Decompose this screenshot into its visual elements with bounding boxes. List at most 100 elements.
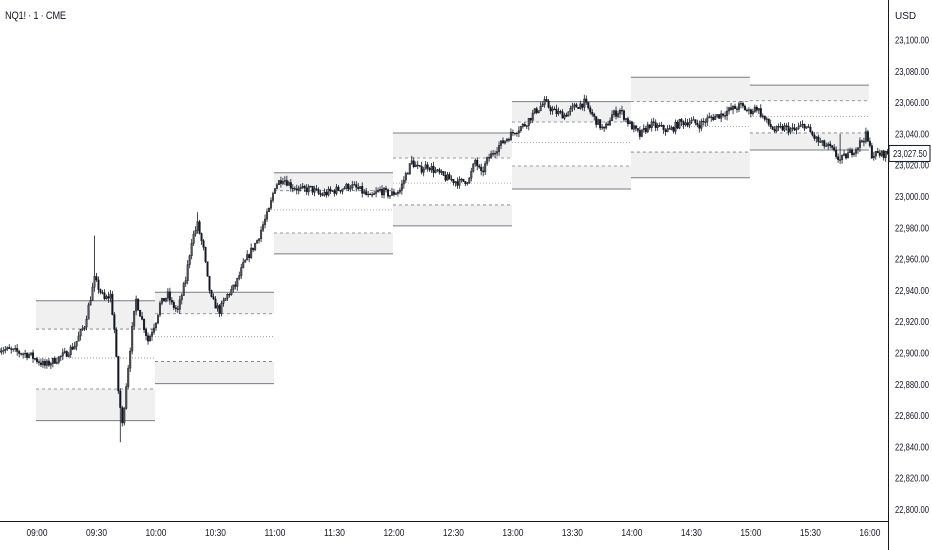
candle-body [107, 296, 110, 299]
candle-body [696, 122, 699, 126]
candle-body [599, 119, 602, 129]
candle-body [125, 386, 128, 409]
candle-body [402, 179, 405, 185]
candle-body [720, 113, 723, 119]
candle-body [151, 332, 154, 337]
candle-body [325, 191, 328, 196]
candle-body [436, 169, 439, 171]
candle-body [248, 254, 251, 258]
currency-label[interactable]: USD [895, 11, 917, 22]
candle-body [65, 351, 68, 357]
candle-body [67, 354, 70, 357]
candle-body [45, 360, 48, 366]
candle-body [628, 121, 631, 124]
candle-body [743, 105, 746, 111]
candle-body [492, 153, 495, 155]
candle-body [260, 229, 263, 239]
time-tick-label: 14:00 [621, 528, 642, 539]
candle-body [252, 247, 255, 250]
candle-body [833, 147, 836, 151]
price-axis[interactable]: 23,100.00 23,080.00 23,060.00 23,040.00 23,0… [895, 36, 929, 517]
candle-body [670, 127, 673, 130]
time-tick-label: 13:00 [502, 528, 523, 539]
candle-body [335, 186, 338, 194]
candle-body [714, 115, 717, 120]
candle-body [141, 316, 144, 320]
time-tick-label: 09:30 [86, 528, 107, 539]
candle-body [815, 136, 818, 139]
candle-body [805, 126, 808, 129]
candle-body [462, 178, 465, 182]
candle-body [741, 103, 744, 107]
candle-body [565, 114, 568, 117]
candle-body [135, 298, 138, 312]
candle-body [432, 166, 435, 173]
candle-body [369, 193, 372, 196]
symbol-title[interactable]: NQ1! · 1 · CME [5, 10, 66, 22]
candle-body [10, 348, 13, 350]
price-tick-label: 23,060.00 [895, 98, 929, 109]
candle-body [178, 299, 181, 310]
candle-body [880, 150, 883, 156]
candle-body [448, 174, 451, 180]
candle-body [486, 157, 489, 164]
candle-body [226, 294, 229, 299]
candle-body [190, 243, 193, 256]
candle-body [236, 278, 239, 287]
candle-body [597, 119, 600, 125]
candle-body [47, 360, 50, 366]
candle-body [517, 130, 520, 134]
candle-body [375, 191, 378, 194]
candle-body [266, 211, 269, 220]
candle-body [882, 150, 885, 158]
candle-body [537, 110, 540, 113]
candle-body [440, 171, 443, 173]
candle-body [620, 110, 623, 112]
candle-body [730, 107, 733, 110]
candle-body [668, 128, 671, 130]
candle-body [728, 107, 731, 112]
time-tick-label: 13:30 [562, 528, 583, 539]
candle-body [383, 188, 386, 196]
candle-body [839, 159, 842, 161]
candle-body [456, 181, 459, 186]
candle-body [218, 305, 221, 314]
candle-body [113, 314, 116, 330]
candle-body [791, 127, 794, 129]
candle-body [271, 193, 274, 201]
candle-body [139, 309, 142, 317]
candle-body [872, 155, 875, 159]
candle-body [595, 116, 598, 125]
candle-body [93, 276, 96, 288]
lower-zone-box [154, 361, 274, 384]
candle-body [180, 295, 183, 301]
candle-body [825, 145, 828, 147]
candle-body [2, 350, 5, 352]
candle-body [61, 352, 64, 357]
candle-body [317, 189, 320, 194]
time-axis[interactable]: 09:00 09:30 10:00 10:30 11:00 11:30 12:00 12:30… [27, 528, 881, 539]
candle-body [458, 179, 461, 186]
candle-body [392, 191, 395, 195]
candle-body [49, 363, 52, 366]
candle-body [829, 143, 832, 146]
candle-body [166, 291, 169, 299]
candle-body [874, 151, 877, 157]
candle-body [527, 118, 530, 127]
candle-body [468, 177, 471, 184]
candle-body [509, 131, 512, 141]
time-tick-label: 15:30 [800, 528, 821, 539]
candle-body [396, 192, 399, 194]
candle-body [656, 125, 659, 128]
candle-body [365, 191, 368, 195]
candle-body [478, 165, 481, 168]
candle-body [702, 120, 705, 123]
candle-body [256, 240, 259, 244]
candle-body [311, 185, 314, 193]
candle-body [133, 310, 136, 327]
price-tick-label: 23,100.00 [895, 36, 929, 47]
candle-body [244, 259, 247, 263]
candle-body [622, 110, 625, 120]
candle-body [208, 275, 211, 291]
